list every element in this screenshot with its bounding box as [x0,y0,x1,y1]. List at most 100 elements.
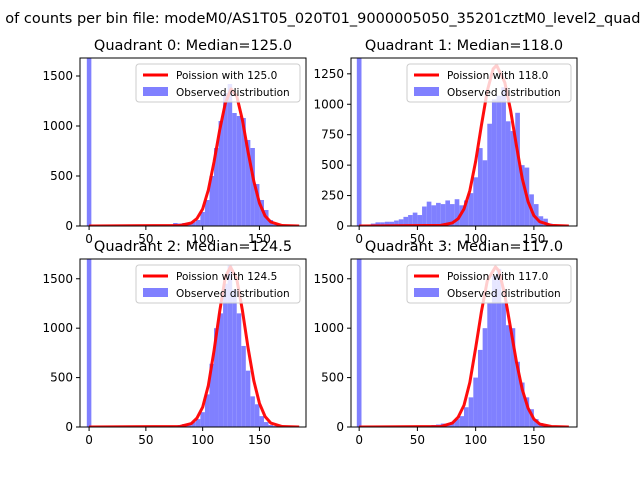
histogram-bar [519,165,525,226]
y-tick-label: 1000 [42,321,73,335]
legend-entry-poisson: Poission with 117.0 [447,271,548,283]
y-tick-label: 0 [65,420,73,434]
histogram-bar [487,303,492,427]
legend-entry-poisson: Poission with 124.5 [176,271,277,283]
legend-entry-poisson: Poission with 118.0 [447,70,548,82]
histogram-bar [417,215,423,226]
x-tick-label: 0 [355,433,363,447]
histogram-bar [482,328,488,427]
quadrant-2-title: Quadrant 2: Median=124.5 [94,239,292,255]
histogram-bar [209,363,215,427]
y-tick-label: 1500 [313,272,344,286]
histogram-bar [473,177,478,226]
x-tick-label: 50 [138,433,153,447]
legend: Poission with 125.0 Observed distribution [135,63,301,103]
histogram-bar [209,176,215,226]
histogram-bar [200,212,205,226]
axes-frame [350,57,578,227]
histogram-bar [223,283,228,427]
histogram-bar [501,87,506,226]
legend-bar-swatch [143,87,168,96]
histogram-bar [195,220,201,226]
histogram-bar [519,382,525,427]
axes-frame [79,57,307,227]
histogram-bar [515,361,520,427]
y-tick-label: 1500 [42,69,73,83]
x-tick-label: 100 [464,232,487,246]
histogram-bar [431,205,437,226]
histogram-bar [454,419,460,427]
histogram-bar [426,201,432,226]
x-tick-label: 50 [138,232,153,246]
histogram-bar [259,200,264,226]
legend-box [406,63,572,103]
y-tick-label: 1000 [42,119,73,133]
legend-bar-swatch [414,288,439,297]
histogram-bar [473,377,478,427]
legend-box [406,264,572,304]
y-tick-label: 250 [321,189,344,203]
legend-bar-swatch [414,87,439,96]
histogram-bar [232,289,237,427]
histogram-bar [524,397,530,427]
figure-suptitle: Histogram of counts per bin file: modeM0… [0,11,640,27]
histogram-bar [263,422,269,427]
histogram-bar [403,216,409,226]
quadrant-3-title: Quadrant 3: Median=117.0 [365,239,563,255]
y-tick-label: 0 [65,219,73,233]
histogram-bar [380,222,385,226]
legend-bar-swatch [143,288,168,297]
histogram-bar [375,222,381,226]
histogram-bar [477,349,483,427]
histogram-bar [227,84,233,226]
histogram-bar [436,202,441,226]
histogram-bar [468,397,474,427]
x-tick-label: 150 [248,433,271,447]
histogram-bar [459,416,464,427]
legend-box [135,264,301,304]
histogram-bar [440,204,446,226]
histogram-bar [268,425,274,427]
quadrant-0-title: Quadrant 0: Median=125.0 [94,38,292,54]
legend-entry-observed: Observed distribution [447,87,561,99]
histogram-bar [482,160,488,226]
histogram-bar [223,93,228,226]
histogram-bar [450,204,455,226]
histogram-bar [241,345,246,427]
x-tick-label: 150 [248,232,271,246]
legend: Poission with 117.0 Observed distribution [406,264,572,304]
x-tick-label: 0 [85,433,93,447]
histogram-bar [515,112,520,226]
histogram-bar [422,206,427,226]
legend: Poission with 124.5 Observed distribution [135,264,301,304]
x-tick-label: 0 [355,232,363,246]
histogram-bar [204,394,210,427]
x-tick-label: 100 [464,433,487,447]
histogram-bar [86,259,92,427]
histogram-bar [236,313,242,427]
histogram-bar [464,407,469,427]
histogram-bar [491,275,497,427]
histogram-bar [394,220,399,226]
quadrant-1-title: Quadrant 1: Median=118.0 [365,38,563,54]
histogram-bar [477,148,483,226]
histogram-bar [218,121,224,226]
histogram-bar [254,184,260,226]
histogram-bar [254,404,260,427]
y-tick-label: 750 [321,128,344,142]
histogram-bar [227,264,233,427]
histogram-bar [510,328,516,427]
histogram-bar [236,116,242,226]
histogram-bar [259,416,264,427]
histogram-bar [533,204,539,226]
y-tick-label: 500 [50,169,73,183]
y-tick-label: 1000 [313,97,344,111]
legend-entry-poisson: Poission with 125.0 [176,70,277,82]
x-tick-label: 0 [85,232,93,246]
histogram-bar [501,303,506,427]
histogram-bar [389,221,395,226]
x-tick-label: 100 [191,232,214,246]
